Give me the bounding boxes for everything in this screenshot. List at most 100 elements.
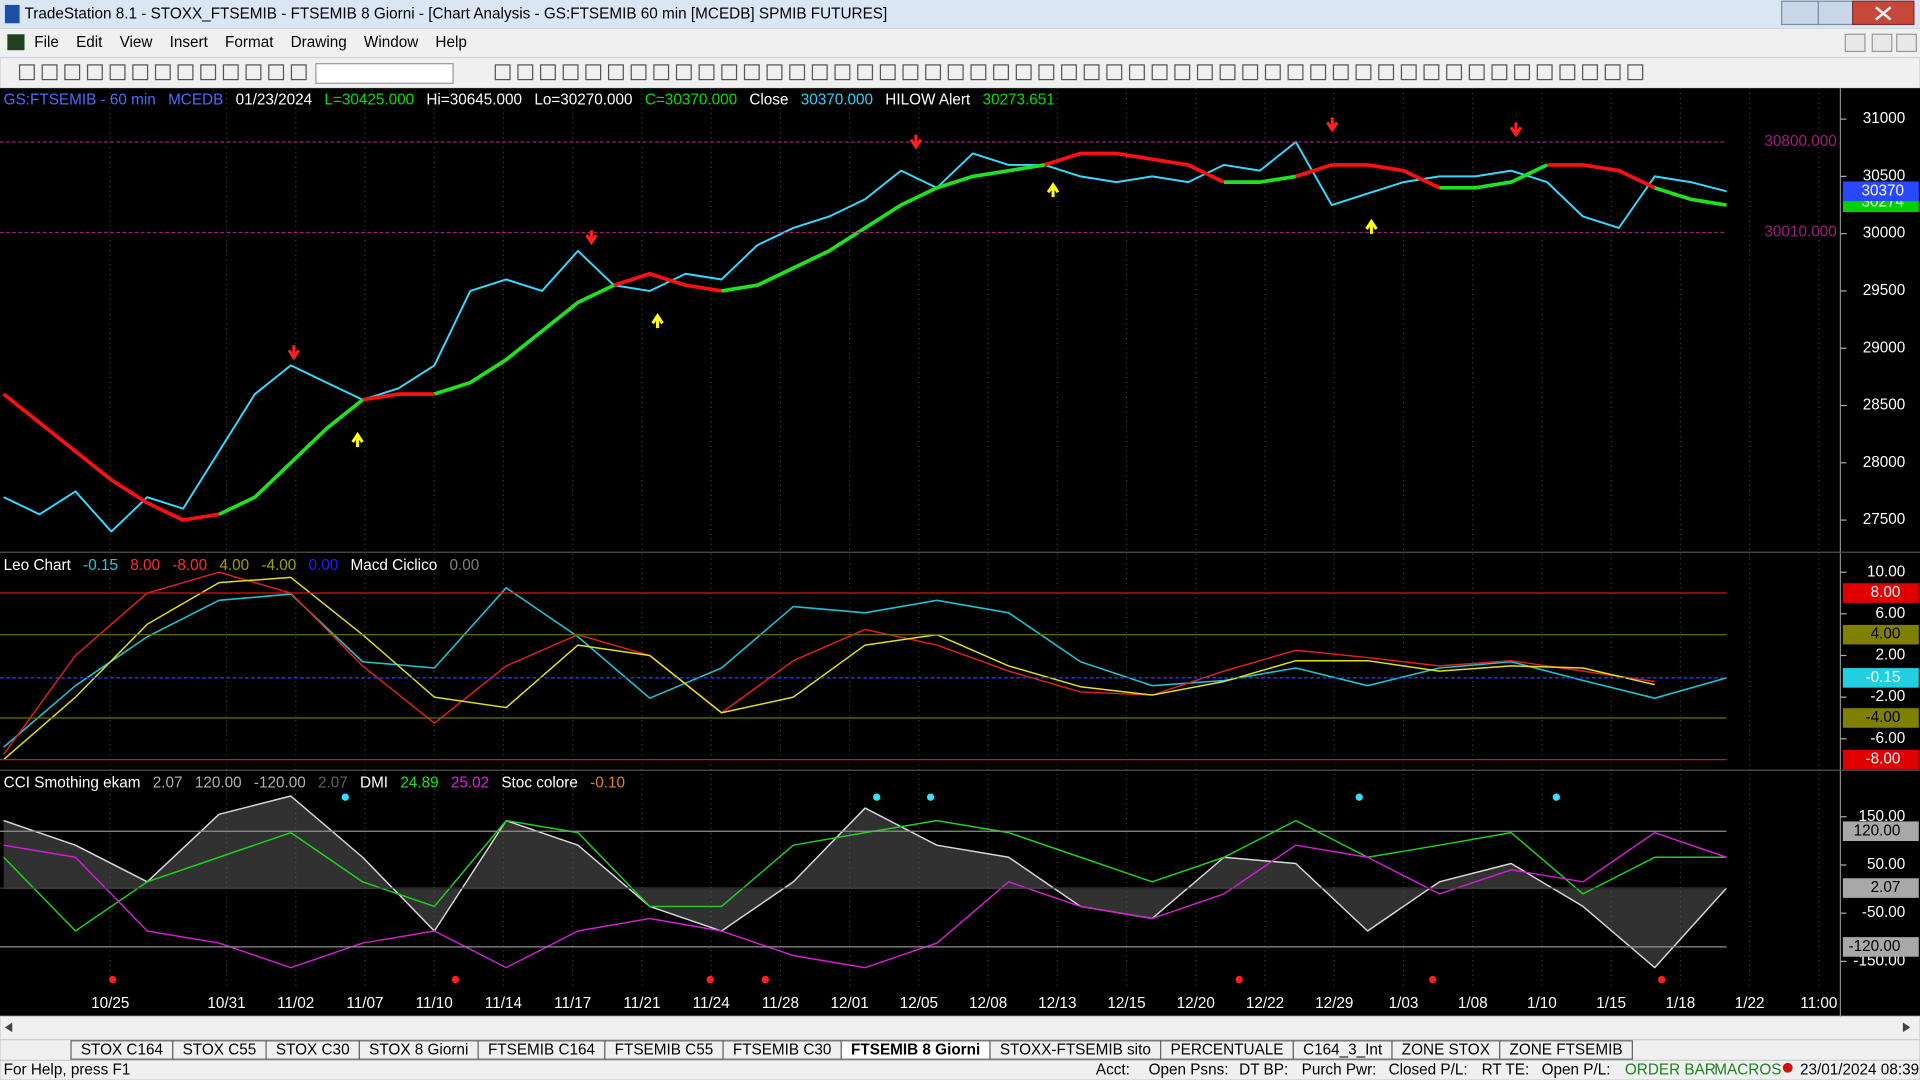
mdi-button[interactable]	[1896, 33, 1917, 53]
menu-item[interactable]: Drawing	[291, 34, 347, 51]
symbol-combobox[interactable]	[315, 63, 454, 84]
tab-label[interactable]: STOX C55	[183, 1042, 257, 1059]
menu-item[interactable]: Format	[225, 34, 274, 51]
toolbar-icon[interactable]	[177, 64, 194, 81]
toolbar-icon[interactable]	[1332, 64, 1349, 81]
toolbar-icon[interactable]	[1536, 64, 1553, 81]
menu-bar	[0, 28, 1920, 58]
toolbar-icon[interactable]	[86, 64, 103, 81]
toolbar-icon[interactable]	[1491, 64, 1508, 81]
toolbar-icon[interactable]	[993, 64, 1009, 81]
menu-item[interactable]: File	[34, 34, 59, 51]
tab-label[interactable]: FTSEMIB C30	[733, 1042, 832, 1059]
toolbar-icon[interactable]	[1514, 64, 1530, 81]
toolbar-icon[interactable]	[540, 64, 556, 81]
toolbar-icon[interactable]	[245, 64, 262, 81]
toolbar-icon[interactable]	[1083, 64, 1100, 81]
toolbar-icon[interactable]	[1582, 64, 1598, 81]
toolbar-icon[interactable]	[1627, 64, 1644, 81]
toolbar-icon[interactable]	[1468, 64, 1485, 81]
tab-label[interactable]: ZONE STOX	[1402, 1042, 1490, 1059]
toolbar-icon[interactable]	[200, 64, 217, 81]
toolbar-icon[interactable]	[1355, 64, 1372, 81]
toolbar-icon[interactable]	[1264, 64, 1281, 81]
menu-item[interactable]: Insert	[170, 34, 209, 51]
toolbar-icon[interactable]	[154, 64, 171, 81]
toolbar-icon[interactable]	[834, 64, 851, 81]
toolbar-icon[interactable]	[925, 64, 942, 81]
menu-item[interactable]: Help	[435, 34, 466, 51]
legend-text: -8.00	[172, 557, 207, 574]
toolbar-icon[interactable]	[18, 64, 35, 81]
toolbar-icon[interactable]	[1423, 64, 1440, 81]
scrollbar[interactable]	[0, 1015, 1920, 1041]
toolbar-icon[interactable]	[41, 64, 58, 81]
toolbar-icon[interactable]	[1378, 64, 1395, 81]
tab-label[interactable]: STOX C30	[276, 1042, 350, 1059]
menu-item[interactable]: View	[120, 34, 154, 51]
scroll-right[interactable]	[1902, 1022, 1911, 1033]
toolbar-icon[interactable]	[290, 64, 307, 81]
tab-label[interactable]: C164_3_Int	[1303, 1042, 1383, 1059]
toolbar-icon[interactable]	[1061, 64, 1077, 81]
tab-label[interactable]: STOX 8 Giorni	[369, 1042, 468, 1059]
toolbar-icon[interactable]	[811, 64, 828, 81]
menu-item[interactable]: Window	[364, 34, 419, 51]
toolbar-icon[interactable]	[494, 64, 511, 81]
toolbar-icon[interactable]	[857, 64, 874, 81]
toolbar-icon[interactable]	[1400, 64, 1417, 81]
tab-label[interactable]: FTSEMIB C164	[488, 1042, 596, 1059]
toolbar-icon[interactable]	[1446, 64, 1463, 81]
tab-label[interactable]: FTSEMIB C55	[615, 1042, 714, 1059]
tab-label[interactable]: FTSEMIB 8 Giorni	[851, 1042, 980, 1059]
toolbar-icon[interactable]	[970, 64, 987, 81]
toolbar-icon[interactable]	[766, 64, 783, 81]
maximize-button[interactable]	[1817, 0, 1854, 26]
order-bar[interactable]: ORDER BAR	[1625, 1061, 1716, 1078]
toolbar-icon[interactable]	[64, 64, 81, 81]
toolbar-icon[interactable]	[743, 64, 760, 81]
toolbar-icon[interactable]	[1604, 64, 1621, 81]
toolbar-icon[interactable]	[1559, 64, 1576, 81]
toolbar-icon[interactable]	[1242, 64, 1259, 81]
toolbar-icon[interactable]	[1287, 64, 1304, 81]
toolbar-icon[interactable]	[721, 64, 738, 81]
toolbar-icon[interactable]	[698, 64, 715, 81]
toolbar-icon[interactable]	[1128, 64, 1145, 81]
toolbar-icon[interactable]	[268, 64, 285, 81]
toolbar-icon[interactable]	[222, 64, 239, 81]
toolbar-icon[interactable]	[1174, 64, 1191, 81]
minimize-button[interactable]	[1781, 0, 1819, 26]
toolbar-icon[interactable]	[789, 64, 806, 81]
toolbar-icon[interactable]	[517, 64, 534, 81]
toolbar-icon[interactable]	[132, 64, 149, 81]
toolbar-icon[interactable]	[1151, 64, 1168, 81]
toolbar-icon[interactable]	[562, 64, 579, 81]
menu-item[interactable]: Edit	[76, 34, 103, 51]
toolbar-icon[interactable]	[1106, 64, 1123, 81]
toolbar-icon[interactable]	[630, 64, 647, 81]
toolbar-icon[interactable]	[585, 64, 602, 81]
toolbar-icon[interactable]	[1038, 64, 1055, 81]
tab-label[interactable]: STOX C164	[81, 1042, 164, 1059]
toolbar-icon[interactable]	[1196, 64, 1213, 81]
toolbar-icon[interactable]	[1310, 64, 1327, 81]
toolbar-icon[interactable]	[607, 64, 624, 81]
toolbar-icon[interactable]	[109, 64, 126, 81]
mdi-button[interactable]	[1871, 33, 1893, 53]
toolbar-icon[interactable]	[1015, 64, 1032, 81]
scroll-left[interactable]	[4, 1022, 13, 1033]
toolbar-icon[interactable]	[1219, 64, 1236, 81]
tab[interactable]	[1499, 1040, 1633, 1060]
x-tick-label: 1/03	[1389, 995, 1419, 1012]
tab-label[interactable]: PERCENTUALE	[1170, 1042, 1283, 1059]
toolbar-icon[interactable]	[879, 64, 896, 81]
toolbar-icon[interactable]	[902, 64, 919, 81]
tab-label[interactable]: STOXX-FTSEMIB sito	[1000, 1042, 1151, 1059]
mdi-button[interactable]	[1844, 33, 1866, 53]
toolbar-icon[interactable]	[675, 64, 692, 81]
tab-label[interactable]: ZONE FTSEMIB	[1510, 1042, 1623, 1059]
toolbar-icon[interactable]	[653, 64, 670, 81]
macros[interactable]: MACROS	[1714, 1061, 1781, 1078]
toolbar-icon[interactable]	[947, 64, 964, 81]
